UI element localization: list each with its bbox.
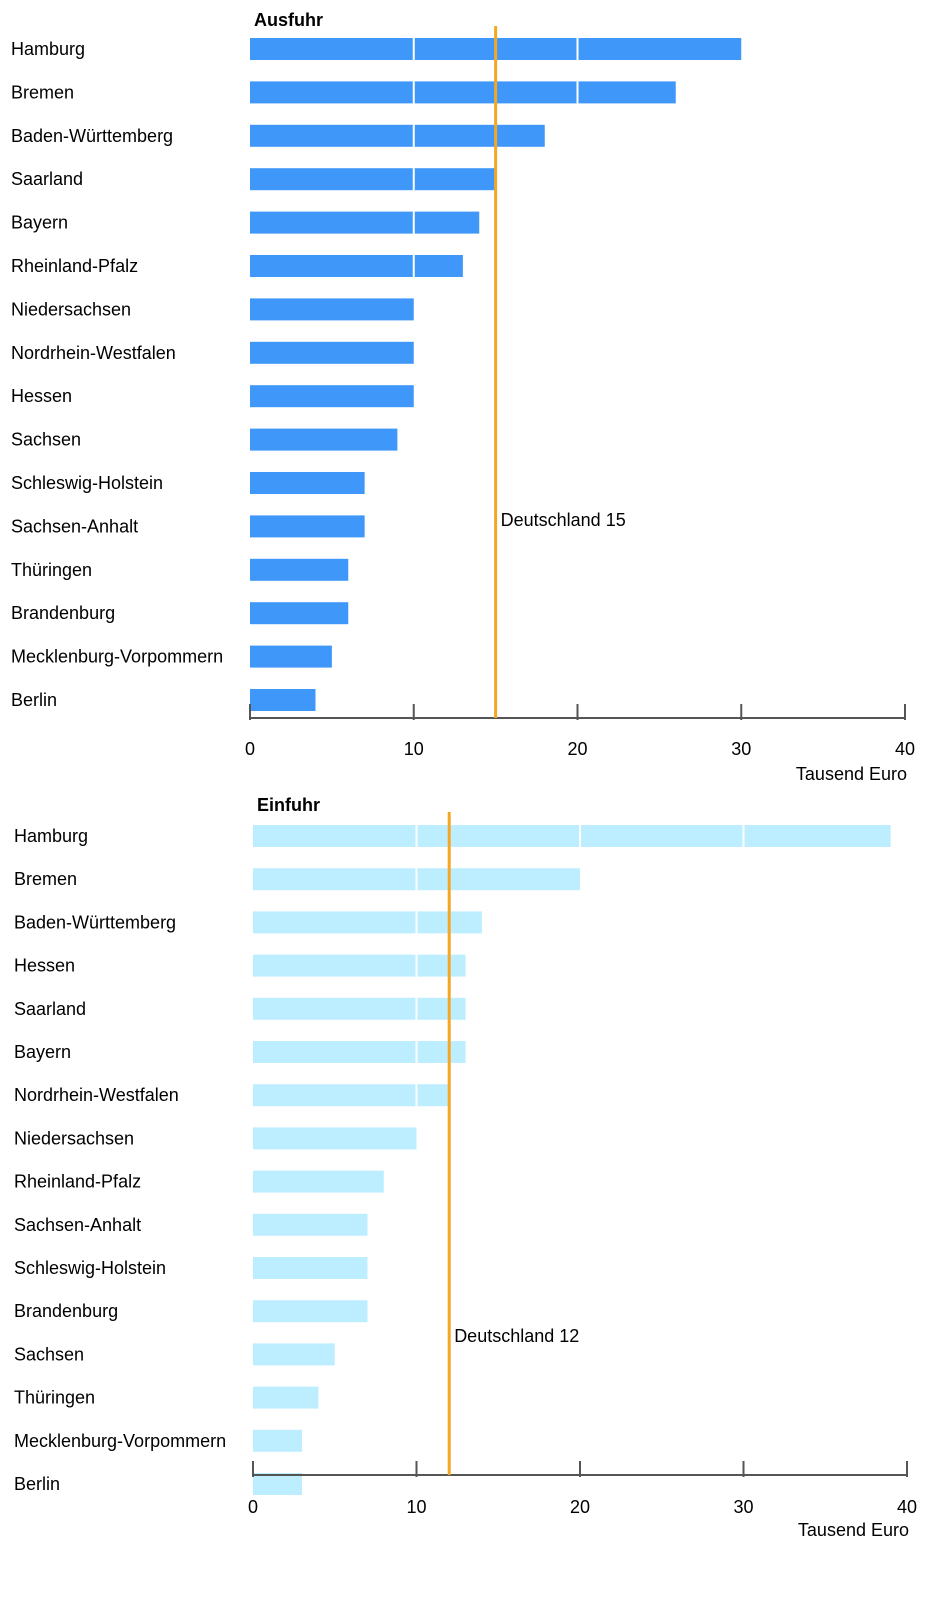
export-x-tick-label: 40 [895,739,915,759]
export-category-label: Niedersachsen [11,299,131,319]
import-category-label: Thüringen [14,1388,95,1408]
import-category-label: Hamburg [14,826,88,846]
import-bar [253,1473,303,1495]
import-reference-label: Deutschland 12 [454,1326,579,1346]
export-x-tick-label: 10 [404,739,424,759]
export-category-label: Sachsen [11,430,81,450]
export-bar [250,515,365,538]
import-x-tick-label: 0 [248,1497,258,1517]
import-category-label: Rheinland-Pfalz [14,1172,141,1192]
import-bar [253,1386,319,1409]
export-category-label: Brandenburg [11,603,115,623]
import-bar [253,1041,466,1063]
import-category-label: Hessen [14,956,75,976]
export-category-label: Hessen [11,386,72,406]
export-category-label: Baden-Württemberg [11,126,173,146]
export-category-label: Hamburg [11,39,85,59]
export-x-axis-label: Tausend Euro [796,764,907,784]
export-bar [250,428,398,451]
export-category-label: Berlin [11,690,57,710]
import-category-label: Mecklenburg-Vorpommern [14,1431,226,1451]
export-category-label: Nordrhein-Westfalen [11,343,176,363]
import-bar [253,1257,368,1279]
import-category-label: Berlin [14,1474,60,1494]
export-bar [250,602,349,625]
export-category-label: Bayern [11,213,68,233]
import-x-tick-label: 40 [897,1497,917,1517]
export-bar [250,558,349,581]
import-bar [253,1170,384,1193]
export-bar [250,81,676,104]
import-bar [253,825,891,847]
import-bar [253,911,482,934]
export-x-tick-label: 20 [567,739,587,759]
import-category-label: Sachsen [14,1344,84,1364]
import-category-label: Brandenburg [14,1301,118,1321]
import-category-label: Saarland [14,999,86,1019]
import-bar [253,1429,303,1452]
import-bar [253,954,466,977]
import-category-label: Niedersachsen [14,1128,134,1148]
export-bar [250,298,414,321]
import-x-tick-label: 30 [733,1497,753,1517]
import-category-label: Schleswig-Holstein [14,1258,166,1278]
import-x-tick-label: 10 [406,1497,426,1517]
export-category-label: Bremen [11,82,74,102]
import-category-label: Sachsen-Anhalt [14,1215,141,1235]
export-bar [250,168,496,191]
import-category-label: Bayern [14,1042,71,1062]
export-bar [250,341,414,364]
import-category-label: Baden-Württemberg [14,912,176,932]
export-bar [250,472,365,494]
import-bar [253,1084,450,1107]
export-x-tick-label: 30 [731,739,751,759]
export-chart-title: Ausfuhr [254,10,323,30]
export-bar [250,385,414,408]
import-bar [253,1343,335,1366]
export-bar [250,689,316,711]
import-chart-title: Einfuhr [257,795,320,815]
import-bar [253,1300,368,1323]
export-reference-label: Deutschland 15 [501,510,626,530]
export-category-label: Schleswig-Holstein [11,473,163,493]
export-bar [250,255,463,277]
export-category-label: Thüringen [11,560,92,580]
import-bar [253,1127,417,1150]
export-category-label: Sachsen-Anhalt [11,516,138,536]
import-x-axis-label: Tausend Euro [798,1520,909,1540]
export-bar [250,124,545,147]
export-category-label: Rheinland-Pfalz [11,256,138,276]
import-category-label: Nordrhein-Westfalen [14,1085,179,1105]
import-bar [253,997,466,1020]
export-category-label: Mecklenburg-Vorpommern [11,647,223,667]
import-x-tick-label: 20 [570,1497,590,1517]
export-category-label: Saarland [11,169,83,189]
export-bar [250,211,480,234]
import-category-label: Bremen [14,869,77,889]
export-bar [250,645,332,668]
import-bar [253,1213,368,1236]
export-x-tick-label: 0 [245,739,255,759]
